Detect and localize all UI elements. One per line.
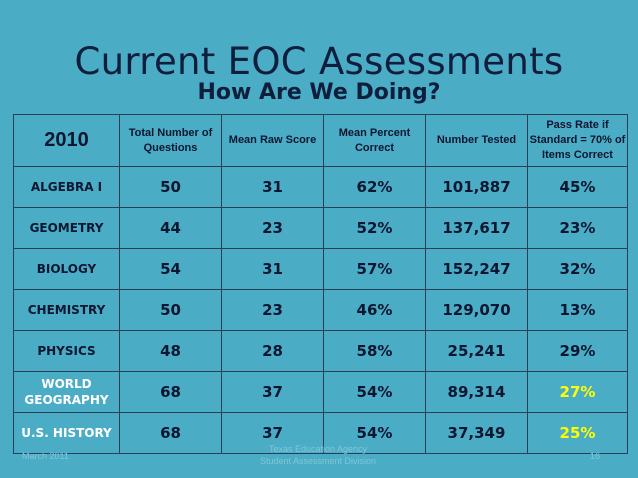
questions-cell: 68 [119,412,222,454]
tested-cell: 25,241 [425,330,528,372]
table-row: WORLD GEOGRAPHY 68 37 54% 89,314 27% [13,371,628,413]
table-row: PHYSICS 48 28 58% 25,241 29% [13,330,628,372]
mean-raw-cell: 37 [221,371,324,413]
questions-cell: 50 [119,289,222,331]
footer-org-line2: Student Assessment Division [259,456,377,466]
pass-rate-cell: 23% [527,207,628,249]
subject-cell: ALGEBRA I [13,166,120,208]
table-row: GEOMETRY 44 23 52% 137,617 23% [13,207,628,249]
mean-percent-cell: 54% [323,371,426,413]
subject-cell: GEOMETRY [13,207,120,249]
mean-percent-cell: 52% [323,207,426,249]
mean-percent-cell: 58% [323,330,426,372]
questions-cell: 50 [119,166,222,208]
questions-cell: 48 [119,330,222,372]
year-header: 2010 [13,114,120,167]
mean-raw-cell: 31 [221,248,324,290]
table-row: U.S. HISTORY 68 37 54% 37,349 25% [13,412,628,454]
footer-organization: Texas Education Agency Student Assessmen… [238,443,398,467]
questions-cell: 44 [119,207,222,249]
slide-title: Current EOC Assessments [74,40,564,83]
tested-cell: 37,349 [425,412,528,454]
table-row: BIOLOGY 54 31 57% 152,247 32% [13,248,628,290]
header-total-questions: Total Number of Questions [119,114,222,167]
mean-percent-cell: 46% [323,289,426,331]
footer-page-number: 16 [589,451,600,461]
table-row: ALGEBRA I 50 31 62% 101,887 45% [13,166,628,208]
header-mean-percent-correct: Mean Percent Correct [323,114,426,167]
eoc-results-table: 2010 Total Number of Questions Mean Raw … [13,114,628,454]
pass-rate-cell: 25% [527,412,628,454]
footer-date: March 2011 [22,451,69,461]
tested-cell: 101,887 [425,166,528,208]
questions-cell: 68 [119,371,222,413]
tested-cell: 129,070 [425,289,528,331]
table-row: CHEMISTRY 50 23 46% 129,070 13% [13,289,628,331]
subject-cell: CHEMISTRY [13,289,120,331]
questions-cell: 54 [119,248,222,290]
subject-cell: WORLD GEOGRAPHY [13,371,120,413]
slide-subtitle: How Are We Doing? [197,80,441,105]
pass-rate-cell: 29% [527,330,628,372]
footer-org-line1: Texas Education Agency [268,444,368,454]
pass-rate-cell: 27% [527,371,628,413]
subject-cell: PHYSICS [13,330,120,372]
tested-cell: 89,314 [425,371,528,413]
pass-rate-cell: 13% [527,289,628,331]
header-mean-raw-score: Mean Raw Score [221,114,324,167]
table-header-row: 2010 Total Number of Questions Mean Raw … [13,114,628,167]
mean-raw-cell: 23 [221,289,324,331]
subject-cell: BIOLOGY [13,248,120,290]
subject-cell: U.S. HISTORY [13,412,120,454]
pass-rate-cell: 45% [527,166,628,208]
mean-percent-cell: 54% [323,412,426,454]
tested-cell: 137,617 [425,207,528,249]
header-number-tested: Number Tested [425,114,528,167]
mean-raw-cell: 28 [221,330,324,372]
mean-raw-cell: 23 [221,207,324,249]
mean-percent-cell: 57% [323,248,426,290]
mean-raw-cell: 31 [221,166,324,208]
tested-cell: 152,247 [425,248,528,290]
header-pass-rate: Pass Rate if Standard = 70% of Items Cor… [527,114,628,167]
pass-rate-cell: 32% [527,248,628,290]
mean-percent-cell: 62% [323,166,426,208]
